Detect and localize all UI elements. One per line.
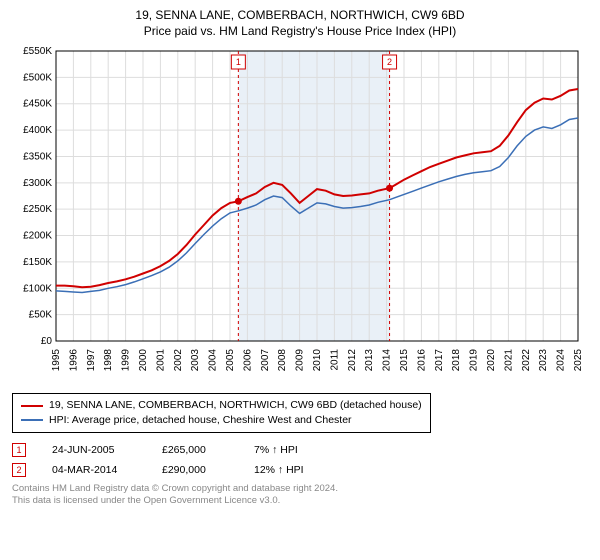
svg-text:2011: 2011 <box>329 349 340 371</box>
svg-text:£550K: £550K <box>23 46 52 57</box>
marker-date: 04-MAR-2014 <box>52 464 136 476</box>
svg-text:£400K: £400K <box>23 125 52 136</box>
svg-text:£150K: £150K <box>23 257 52 268</box>
sale-markers-table: 1 24-JUN-2005 £265,000 7% ↑ HPI 2 04-MAR-2014… <box>12 443 588 477</box>
svg-text:1997: 1997 <box>86 349 97 372</box>
legend-swatch <box>21 419 43 421</box>
svg-text:2024: 2024 <box>556 349 567 372</box>
svg-text:2009: 2009 <box>295 349 306 372</box>
svg-text:2014: 2014 <box>382 349 393 372</box>
svg-text:2010: 2010 <box>312 349 323 372</box>
svg-text:2017: 2017 <box>434 349 445 372</box>
svg-text:1999: 1999 <box>121 349 132 372</box>
marker-date: 24-JUN-2005 <box>52 444 136 456</box>
svg-text:2002: 2002 <box>173 349 184 372</box>
svg-text:£50K: £50K <box>29 310 53 321</box>
svg-text:2001: 2001 <box>155 349 166 372</box>
footer-line1: Contains HM Land Registry data © Crown c… <box>12 483 588 495</box>
svg-text:2004: 2004 <box>208 349 219 372</box>
marker-badge: 1 <box>12 443 26 457</box>
svg-text:£0: £0 <box>41 336 53 347</box>
title-line1: 19, SENNA LANE, COMBERBACH, NORTHWICH, C… <box>12 8 588 24</box>
legend-label: HPI: Average price, detached house, Ches… <box>49 413 352 428</box>
svg-text:1996: 1996 <box>68 349 79 372</box>
svg-text:2019: 2019 <box>469 349 480 372</box>
svg-text:2020: 2020 <box>486 349 497 372</box>
legend-item: HPI: Average price, detached house, Ches… <box>21 413 422 428</box>
svg-text:2018: 2018 <box>451 349 462 372</box>
svg-text:£500K: £500K <box>23 73 52 84</box>
chart-legend: 19, SENNA LANE, COMBERBACH, NORTHWICH, C… <box>12 393 431 432</box>
chart-footer: Contains HM Land Registry data © Crown c… <box>12 483 588 508</box>
svg-text:£350K: £350K <box>23 152 52 163</box>
svg-text:£300K: £300K <box>23 178 52 189</box>
svg-text:2000: 2000 <box>138 349 149 372</box>
marker-row: 1 24-JUN-2005 £265,000 7% ↑ HPI <box>12 443 588 457</box>
marker-badge: 2 <box>12 463 26 477</box>
svg-text:1995: 1995 <box>51 349 62 372</box>
chart-title: 19, SENNA LANE, COMBERBACH, NORTHWICH, C… <box>12 8 588 39</box>
svg-text:1: 1 <box>236 57 241 67</box>
marker-price: £290,000 <box>162 464 228 476</box>
marker-hpi-pct: 7% ↑ HPI <box>254 444 354 456</box>
svg-text:2015: 2015 <box>399 349 410 372</box>
svg-text:2022: 2022 <box>521 349 532 372</box>
svg-text:2: 2 <box>387 57 392 67</box>
svg-text:2012: 2012 <box>347 349 358 372</box>
svg-text:£200K: £200K <box>23 231 52 242</box>
svg-text:2003: 2003 <box>190 349 201 372</box>
svg-text:2021: 2021 <box>503 349 514 372</box>
svg-text:2006: 2006 <box>242 349 253 372</box>
svg-text:1998: 1998 <box>103 349 114 372</box>
marker-hpi-pct: 12% ↑ HPI <box>254 464 354 476</box>
svg-text:2007: 2007 <box>260 349 271 372</box>
line-chart-svg: £0 £50K £100K £150K £200K £250K £300K £350K £400… <box>12 45 588 385</box>
svg-text:2025: 2025 <box>573 349 584 372</box>
svg-text:2013: 2013 <box>364 349 375 372</box>
svg-text:£250K: £250K <box>23 204 52 215</box>
svg-text:£450K: £450K <box>23 99 52 110</box>
svg-text:2008: 2008 <box>277 349 288 372</box>
legend-label: 19, SENNA LANE, COMBERBACH, NORTHWICH, C… <box>49 398 422 413</box>
marker-row: 2 04-MAR-2014 £290,000 12% ↑ HPI <box>12 463 588 477</box>
title-line2: Price paid vs. HM Land Registry's House … <box>12 24 588 40</box>
legend-swatch <box>21 405 43 407</box>
svg-text:£100K: £100K <box>23 283 52 294</box>
marker-price: £265,000 <box>162 444 228 456</box>
chart-container: 19, SENNA LANE, COMBERBACH, NORTHWICH, C… <box>0 0 600 513</box>
svg-text:2023: 2023 <box>538 349 549 372</box>
svg-text:2005: 2005 <box>225 349 236 372</box>
chart-plot: £0 £50K £100K £150K £200K £250K £300K £350K £400… <box>12 45 588 385</box>
legend-item: 19, SENNA LANE, COMBERBACH, NORTHWICH, C… <box>21 398 422 413</box>
svg-text:2016: 2016 <box>416 349 427 372</box>
footer-line2: This data is licensed under the Open Gov… <box>12 495 588 507</box>
